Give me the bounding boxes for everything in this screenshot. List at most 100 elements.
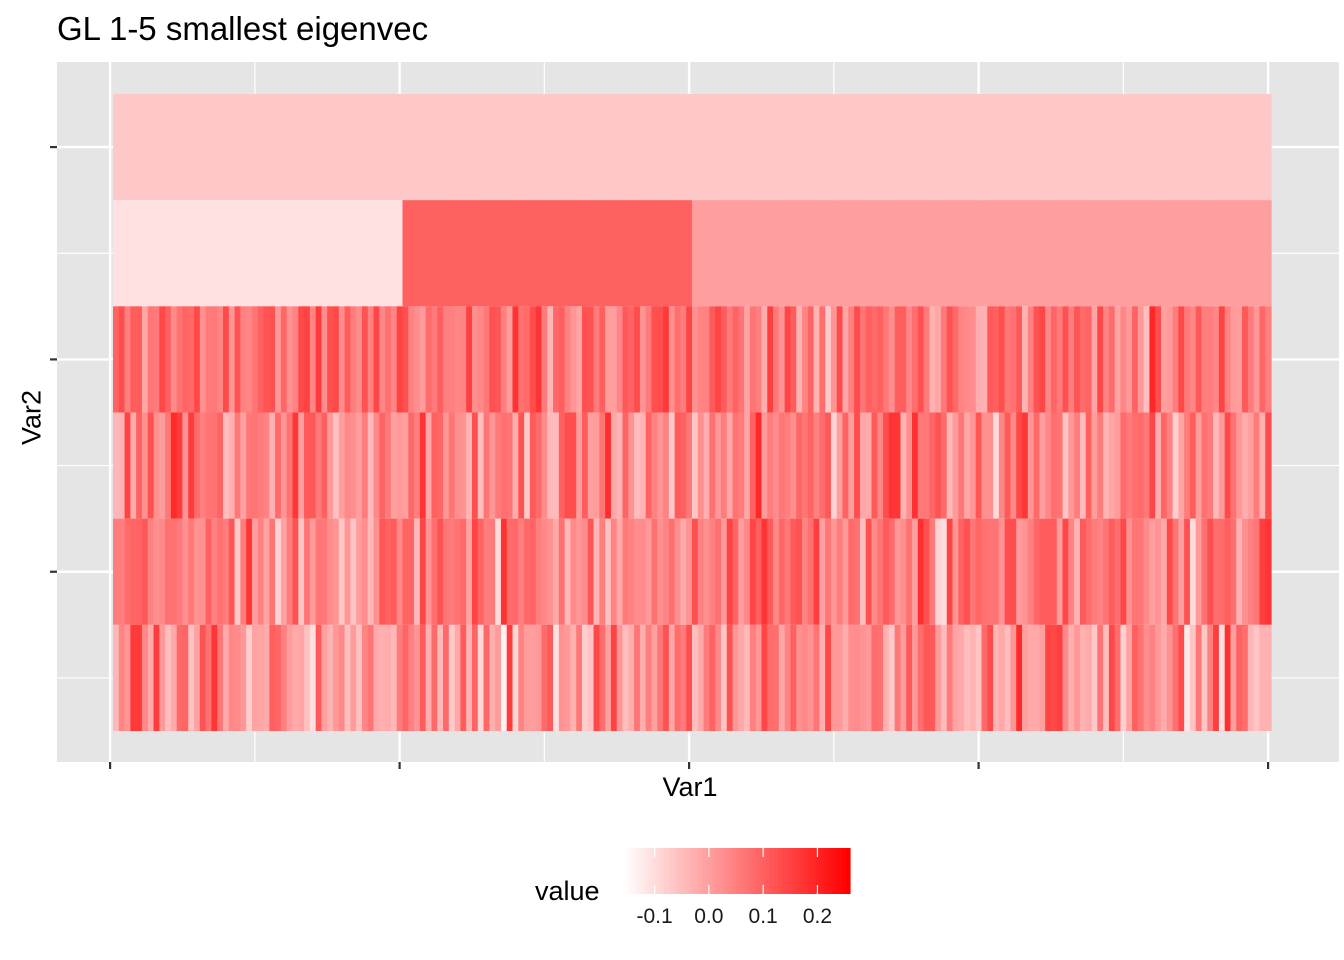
heatmap-tile	[327, 518, 334, 625]
heatmap-tile	[639, 412, 647, 519]
heatmap-tile	[1172, 518, 1179, 625]
heatmap-tile	[1062, 200, 1069, 307]
heatmap-tile	[483, 412, 490, 519]
heatmap-tile	[292, 412, 299, 519]
heatmap-tile	[518, 200, 525, 307]
heatmap-tile	[796, 624, 803, 731]
heatmap-tile	[1108, 412, 1116, 519]
heatmap-tile	[390, 412, 398, 519]
heatmap-tile	[802, 200, 809, 307]
heatmap-tile	[176, 624, 184, 731]
heatmap-tile	[819, 306, 826, 413]
heatmap-tile	[159, 94, 166, 201]
heatmap-tile	[234, 94, 241, 201]
heatmap-tile	[344, 518, 351, 625]
heatmap-tile	[373, 306, 380, 413]
heatmap-tile	[1184, 94, 1191, 201]
heatmap-tile	[796, 200, 803, 307]
heatmap-tile	[998, 624, 1006, 731]
legend-color-step	[713, 848, 718, 894]
heatmap-tile	[697, 200, 705, 307]
heatmap-tile	[199, 412, 207, 519]
heatmap-tile	[188, 412, 195, 519]
heatmap-tile	[194, 200, 201, 307]
heatmap-tile	[257, 200, 265, 307]
heatmap-tile	[773, 412, 780, 519]
heatmap-tile	[732, 624, 739, 731]
heatmap-tile	[176, 412, 184, 519]
heatmap-tile	[558, 518, 566, 625]
heatmap-tile	[1247, 200, 1255, 307]
heatmap-tile	[1230, 412, 1237, 519]
heatmap-tile	[859, 624, 867, 731]
heatmap-tile	[680, 200, 687, 307]
heatmap-tile	[327, 306, 334, 413]
legend-color-step	[701, 848, 707, 894]
heatmap-tile	[419, 518, 427, 625]
heatmap-tile	[489, 518, 496, 625]
heatmap-tile	[361, 624, 369, 731]
heatmap-tile	[269, 518, 276, 625]
x-axis-label: Var1	[662, 772, 718, 802]
heatmap-tile	[1259, 200, 1266, 307]
heatmap-tile	[477, 94, 485, 201]
heatmap-tile	[1265, 624, 1272, 731]
heatmap-tile	[1103, 306, 1110, 413]
heatmap-tile	[1016, 306, 1023, 413]
heatmap-tile	[558, 412, 566, 519]
heatmap-tile	[1160, 200, 1168, 307]
heatmap-tile	[848, 518, 855, 625]
heatmap-tile	[1074, 624, 1081, 731]
heatmap-tile	[286, 200, 294, 307]
heatmap-tile	[1079, 624, 1087, 731]
heatmap-tile	[663, 94, 670, 201]
heatmap-tile	[940, 624, 948, 731]
heatmap-tile	[188, 200, 195, 307]
heatmap-tile	[518, 624, 525, 731]
heatmap-tile	[790, 624, 797, 731]
heatmap-tile	[205, 624, 213, 731]
heatmap-tile	[379, 306, 386, 413]
heatmap-tile	[529, 412, 537, 519]
heatmap-tile	[720, 200, 728, 307]
heatmap-tile	[1195, 412, 1203, 519]
heatmap-tile	[385, 306, 392, 413]
heatmap-tile	[726, 94, 734, 201]
heatmap-tile	[830, 306, 838, 413]
heatmap-tile	[165, 200, 172, 307]
heatmap-tile	[1137, 94, 1145, 201]
heatmap-tile	[1085, 200, 1093, 307]
heatmap-tile	[269, 624, 276, 731]
heatmap-tile	[425, 200, 433, 307]
heatmap-tile	[350, 306, 357, 413]
heatmap-tile	[778, 412, 786, 519]
heatmap-tile	[1062, 94, 1069, 201]
heatmap-tile	[350, 518, 357, 625]
heatmap-tile	[1236, 306, 1243, 413]
heatmap-tile	[1236, 624, 1243, 731]
heatmap-tile	[495, 94, 502, 201]
heatmap-tile	[558, 306, 566, 413]
heatmap-tile	[987, 412, 994, 519]
heatmap-tile	[1079, 412, 1087, 519]
heatmap-tile	[935, 412, 942, 519]
heatmap-tile	[1022, 412, 1029, 519]
heatmap-tile	[1027, 624, 1035, 731]
heatmap-tile	[443, 412, 450, 519]
heatmap-tile	[500, 94, 508, 201]
heatmap-tile	[1085, 412, 1093, 519]
heatmap-tile	[570, 518, 577, 625]
heatmap-tile	[1039, 200, 1046, 307]
heatmap-tile	[1132, 200, 1139, 307]
heatmap-tile	[298, 306, 305, 413]
heatmap-tile	[773, 200, 780, 307]
heatmap-tile	[1218, 200, 1226, 307]
heatmap-tile	[269, 94, 276, 201]
heatmap-tile	[639, 624, 647, 731]
heatmap-tile	[512, 518, 519, 625]
heatmap-tile	[1091, 200, 1098, 307]
legend-color-step	[762, 848, 767, 894]
heatmap-tile	[1068, 624, 1075, 731]
heatmap-tile	[680, 518, 687, 625]
heatmap-tile	[836, 518, 844, 625]
